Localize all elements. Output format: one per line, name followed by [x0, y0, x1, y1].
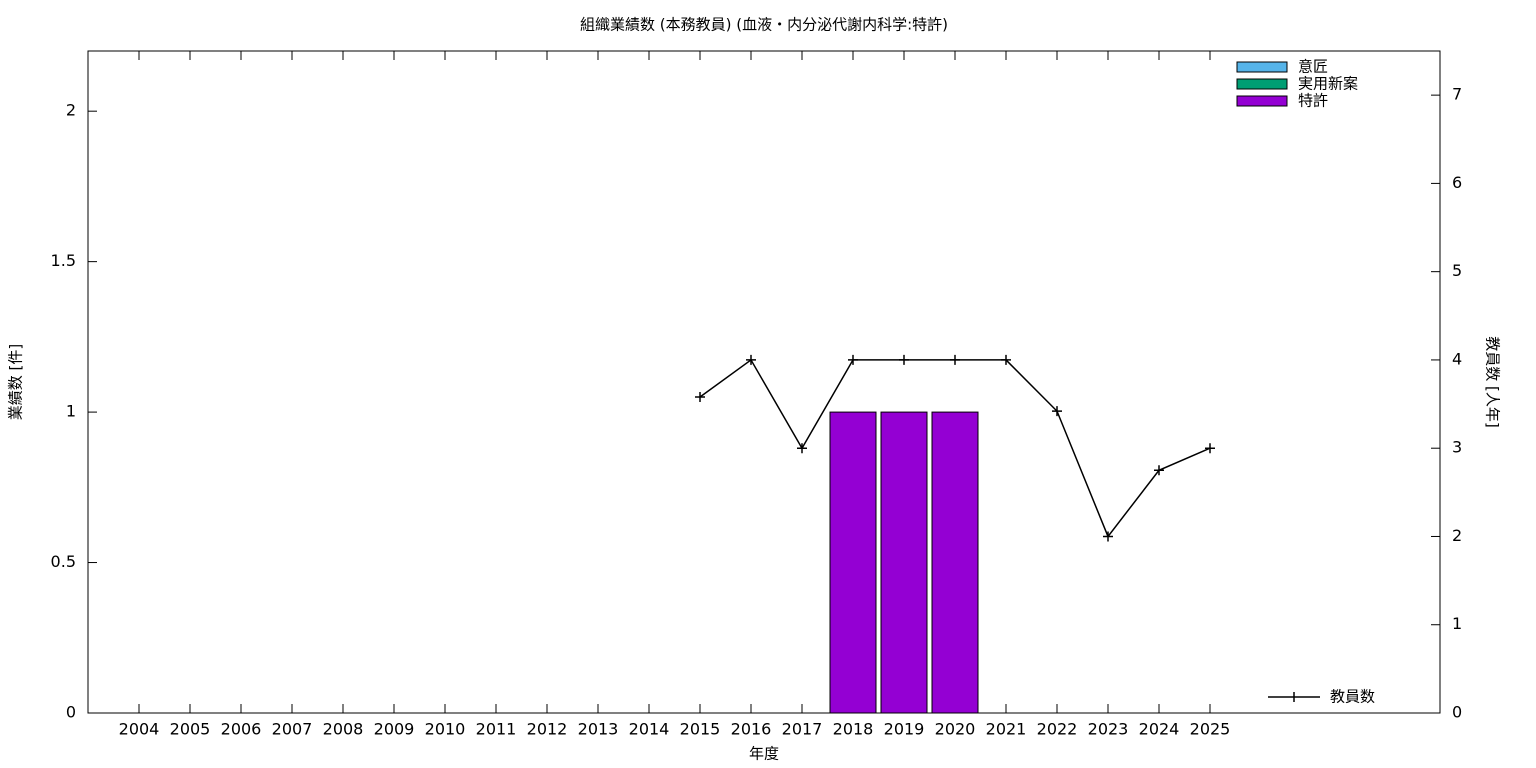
y2-tick-label: 6 — [1452, 173, 1462, 192]
point — [950, 354, 960, 365]
y-tick-label: 2 — [66, 101, 76, 120]
x-axis-label: 年度 — [749, 745, 779, 763]
x-tick-label: 2008 — [323, 720, 364, 739]
y-tick-label: 0.5 — [51, 552, 76, 571]
x-tick-label: 2014 — [629, 720, 670, 739]
x-tick-label: 2004 — [119, 720, 160, 739]
x-tick-label: 2010 — [425, 720, 466, 739]
point — [1103, 531, 1113, 542]
y-axis-label: 業績数 [件] — [7, 344, 25, 420]
x-tick-label: 2009 — [374, 720, 415, 739]
y2-axis-label: 教員数 [人年] — [1484, 336, 1502, 427]
y2-tick-label: 7 — [1452, 85, 1462, 104]
point — [848, 354, 858, 365]
legend-label: 教員数 — [1330, 688, 1375, 706]
point — [1052, 406, 1062, 417]
chart-title: 組織業績数 (本務教員) (血液・内分泌代謝内科学:特許) — [580, 16, 948, 34]
y2-tick-label: 4 — [1452, 349, 1462, 368]
point — [899, 354, 909, 365]
legend-swatch — [1236, 61, 1288, 73]
legend-label: 実用新案 — [1298, 75, 1358, 93]
x-tick-label: 2015 — [680, 720, 721, 739]
y2-tick-label: 2 — [1452, 526, 1462, 545]
y-tick-label: 0 — [66, 703, 76, 722]
x-tick-label: 2017 — [782, 720, 823, 739]
x-tick-label: 2025 — [1190, 720, 1231, 739]
x-tick-label: 2006 — [221, 720, 262, 739]
x-tick-label: 2016 — [731, 720, 772, 739]
x-tick-label: 2024 — [1139, 720, 1180, 739]
point — [797, 443, 807, 454]
x-tick-label: 2019 — [884, 720, 925, 739]
point — [1001, 354, 1011, 365]
legend-label: 意匠 — [1298, 58, 1328, 76]
x-tick-label: 2007 — [272, 720, 313, 739]
x-tick-label: 2020 — [935, 720, 976, 739]
point — [1205, 443, 1215, 454]
legend-line — [1268, 692, 1320, 702]
y2-tick-label: 3 — [1452, 438, 1462, 457]
legend-swatch — [1236, 78, 1288, 90]
x-tick-label: 2021 — [986, 720, 1027, 739]
x-tick-label: 2012 — [527, 720, 568, 739]
y-tick-label: 1.5 — [51, 251, 76, 270]
y2-tick-label: 5 — [1452, 261, 1462, 280]
x-tick-label: 2011 — [476, 720, 517, 739]
x-tick-label: 2013 — [578, 720, 619, 739]
y2-tick-label: 0 — [1452, 703, 1462, 722]
bar — [931, 411, 979, 714]
x-tick-label: 2022 — [1037, 720, 1078, 739]
bar — [829, 411, 877, 714]
legend-label: 特許 — [1298, 92, 1328, 110]
plot-frame — [87, 50, 1441, 714]
point — [695, 392, 705, 403]
x-tick-label: 2018 — [833, 720, 874, 739]
y2-tick-label: 1 — [1452, 614, 1462, 633]
point — [1154, 465, 1164, 476]
y-tick-label: 1 — [66, 402, 76, 421]
bar — [880, 411, 928, 714]
x-tick-label: 2005 — [170, 720, 211, 739]
legend-swatch — [1236, 95, 1288, 107]
point — [746, 354, 756, 365]
x-tick-label: 2023 — [1088, 720, 1129, 739]
